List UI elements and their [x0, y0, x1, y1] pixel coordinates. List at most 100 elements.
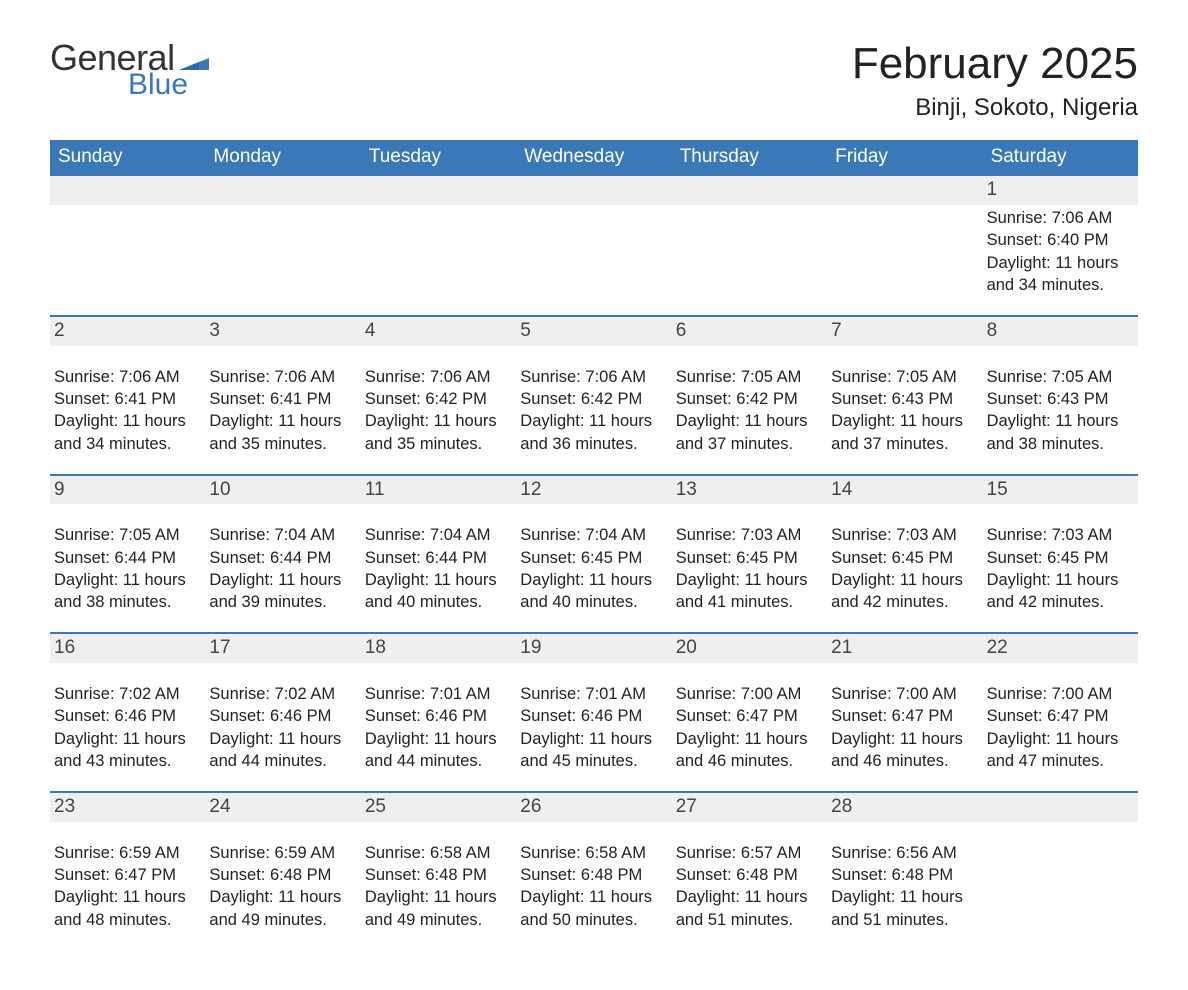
day-detail: Sunrise: 7:04 AMSunset: 6:44 PMDaylight:… — [209, 522, 352, 613]
week-5-numbers: 232425262728 — [50, 791, 1138, 822]
day-detail: Sunrise: 7:06 AMSunset: 6:42 PMDaylight:… — [520, 364, 663, 455]
day-number: 6 — [672, 317, 827, 346]
day-number: 7 — [827, 317, 982, 346]
day-number: 16 — [50, 634, 205, 663]
day-number: 27 — [672, 793, 827, 822]
week-4: Sunrise: 7:02 AMSunset: 6:46 PMDaylight:… — [50, 681, 1138, 791]
dow-sunday: Sunday — [50, 140, 205, 176]
day-number: 23 — [50, 793, 205, 822]
day-cell: Sunrise: 7:04 AMSunset: 6:44 PMDaylight:… — [361, 522, 516, 632]
day-detail: Sunrise: 7:01 AMSunset: 6:46 PMDaylight:… — [365, 681, 508, 772]
day-number — [672, 176, 827, 205]
day-detail: Sunrise: 7:03 AMSunset: 6:45 PMDaylight:… — [676, 522, 819, 613]
day-detail: Sunrise: 7:03 AMSunset: 6:45 PMDaylight:… — [987, 522, 1130, 613]
day-number: 24 — [205, 793, 360, 822]
day-cell — [205, 205, 360, 315]
day-number: 18 — [361, 634, 516, 663]
week-2: Sunrise: 7:06 AMSunset: 6:41 PMDaylight:… — [50, 364, 1138, 474]
day-cell: Sunrise: 7:03 AMSunset: 6:45 PMDaylight:… — [672, 522, 827, 632]
brand-word2: Blue — [128, 70, 209, 100]
day-cell: Sunrise: 6:58 AMSunset: 6:48 PMDaylight:… — [516, 840, 671, 950]
day-number: 12 — [516, 476, 671, 505]
day-number — [516, 176, 671, 205]
day-cell — [361, 205, 516, 315]
day-detail: Sunrise: 6:59 AMSunset: 6:47 PMDaylight:… — [54, 840, 197, 931]
day-number: 26 — [516, 793, 671, 822]
day-number: 25 — [361, 793, 516, 822]
day-detail: Sunrise: 7:05 AMSunset: 6:43 PMDaylight:… — [831, 364, 974, 455]
day-cell: Sunrise: 7:04 AMSunset: 6:45 PMDaylight:… — [516, 522, 671, 632]
day-cell: Sunrise: 7:05 AMSunset: 6:44 PMDaylight:… — [50, 522, 205, 632]
day-cell: Sunrise: 7:03 AMSunset: 6:45 PMDaylight:… — [827, 522, 982, 632]
day-detail: Sunrise: 7:06 AMSunset: 6:41 PMDaylight:… — [54, 364, 197, 455]
location-text: Binji, Sokoto, Nigeria — [852, 94, 1138, 122]
day-cell — [672, 205, 827, 315]
day-number — [827, 176, 982, 205]
day-cell — [827, 205, 982, 315]
day-detail: Sunrise: 7:05 AMSunset: 6:42 PMDaylight:… — [676, 364, 819, 455]
day-cell: Sunrise: 7:04 AMSunset: 6:44 PMDaylight:… — [205, 522, 360, 632]
day-detail: Sunrise: 7:01 AMSunset: 6:46 PMDaylight:… — [520, 681, 663, 772]
calendar: SundayMondayTuesdayWednesdayThursdayFrid… — [50, 140, 1138, 949]
day-cell: Sunrise: 6:59 AMSunset: 6:48 PMDaylight:… — [205, 840, 360, 950]
title-block: February 2025 Binji, Sokoto, Nigeria — [852, 40, 1138, 122]
day-detail: Sunrise: 7:02 AMSunset: 6:46 PMDaylight:… — [209, 681, 352, 772]
day-cell: Sunrise: 7:06 AMSunset: 6:41 PMDaylight:… — [50, 364, 205, 474]
day-cell: Sunrise: 7:02 AMSunset: 6:46 PMDaylight:… — [205, 681, 360, 791]
day-detail: Sunrise: 6:57 AMSunset: 6:48 PMDaylight:… — [676, 840, 819, 931]
week-5: Sunrise: 6:59 AMSunset: 6:47 PMDaylight:… — [50, 840, 1138, 950]
day-detail: Sunrise: 6:58 AMSunset: 6:48 PMDaylight:… — [520, 840, 663, 931]
day-number: 10 — [205, 476, 360, 505]
day-cell — [516, 205, 671, 315]
day-cell: Sunrise: 6:56 AMSunset: 6:48 PMDaylight:… — [827, 840, 982, 950]
dow-tuesday: Tuesday — [361, 140, 516, 176]
day-number: 14 — [827, 476, 982, 505]
day-detail: Sunrise: 7:00 AMSunset: 6:47 PMDaylight:… — [831, 681, 974, 772]
day-cell: Sunrise: 7:05 AMSunset: 6:42 PMDaylight:… — [672, 364, 827, 474]
day-cell: Sunrise: 7:00 AMSunset: 6:47 PMDaylight:… — [827, 681, 982, 791]
day-number: 4 — [361, 317, 516, 346]
day-number — [983, 793, 1138, 822]
day-number — [205, 176, 360, 205]
day-number: 15 — [983, 476, 1138, 505]
day-cell: Sunrise: 7:03 AMSunset: 6:45 PMDaylight:… — [983, 522, 1138, 632]
week-3: Sunrise: 7:05 AMSunset: 6:44 PMDaylight:… — [50, 522, 1138, 632]
day-detail: Sunrise: 6:59 AMSunset: 6:48 PMDaylight:… — [209, 840, 352, 931]
day-cell — [983, 840, 1138, 950]
day-number: 11 — [361, 476, 516, 505]
day-number: 3 — [205, 317, 360, 346]
day-number: 19 — [516, 634, 671, 663]
day-cell — [50, 205, 205, 315]
day-cell: Sunrise: 6:59 AMSunset: 6:47 PMDaylight:… — [50, 840, 205, 950]
day-cell: Sunrise: 7:06 AMSunset: 6:42 PMDaylight:… — [516, 364, 671, 474]
day-detail: Sunrise: 7:06 AMSunset: 6:42 PMDaylight:… — [365, 364, 508, 455]
day-detail: Sunrise: 7:04 AMSunset: 6:44 PMDaylight:… — [365, 522, 508, 613]
day-detail: Sunrise: 7:03 AMSunset: 6:45 PMDaylight:… — [831, 522, 974, 613]
day-detail: Sunrise: 7:00 AMSunset: 6:47 PMDaylight:… — [676, 681, 819, 772]
day-cell: Sunrise: 7:01 AMSunset: 6:46 PMDaylight:… — [516, 681, 671, 791]
day-detail: Sunrise: 7:00 AMSunset: 6:47 PMDaylight:… — [987, 681, 1130, 772]
dow-wednesday: Wednesday — [516, 140, 671, 176]
header: General Blue February 2025 Binji, Sokoto… — [50, 40, 1138, 122]
week-1-numbers: 1 — [50, 176, 1138, 205]
day-number — [361, 176, 516, 205]
day-number: 9 — [50, 476, 205, 505]
day-detail: Sunrise: 7:02 AMSunset: 6:46 PMDaylight:… — [54, 681, 197, 772]
day-detail: Sunrise: 7:05 AMSunset: 6:44 PMDaylight:… — [54, 522, 197, 613]
day-cell: Sunrise: 7:01 AMSunset: 6:46 PMDaylight:… — [361, 681, 516, 791]
dow-monday: Monday — [205, 140, 360, 176]
day-detail: Sunrise: 6:56 AMSunset: 6:48 PMDaylight:… — [831, 840, 974, 931]
day-cell: Sunrise: 7:06 AMSunset: 6:40 PMDaylight:… — [983, 205, 1138, 315]
day-number: 28 — [827, 793, 982, 822]
day-cell: Sunrise: 7:06 AMSunset: 6:42 PMDaylight:… — [361, 364, 516, 474]
day-cell: Sunrise: 7:05 AMSunset: 6:43 PMDaylight:… — [983, 364, 1138, 474]
dow-thursday: Thursday — [672, 140, 827, 176]
day-number: 21 — [827, 634, 982, 663]
week-1: Sunrise: 7:06 AMSunset: 6:40 PMDaylight:… — [50, 205, 1138, 315]
day-number: 2 — [50, 317, 205, 346]
day-cell: Sunrise: 7:05 AMSunset: 6:43 PMDaylight:… — [827, 364, 982, 474]
day-detail: Sunrise: 7:06 AMSunset: 6:40 PMDaylight:… — [987, 205, 1130, 296]
dow-saturday: Saturday — [983, 140, 1138, 176]
day-cell: Sunrise: 6:57 AMSunset: 6:48 PMDaylight:… — [672, 840, 827, 950]
week-4-numbers: 16171819202122 — [50, 632, 1138, 663]
